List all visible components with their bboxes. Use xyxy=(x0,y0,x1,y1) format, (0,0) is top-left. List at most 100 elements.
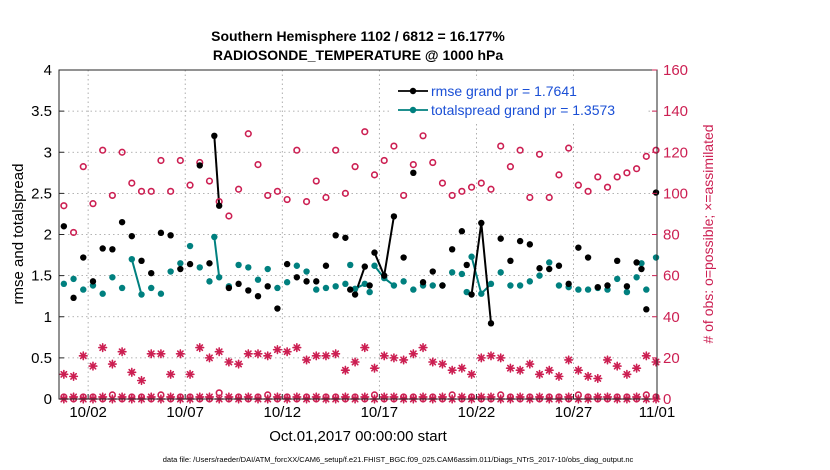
obs-assimilated-point xyxy=(282,347,292,357)
obs-assimilated-baseline-point xyxy=(224,392,234,402)
obs-assimilated-baseline-point xyxy=(166,392,176,402)
obs-assimilated-point xyxy=(602,355,613,365)
rmse-point xyxy=(264,283,271,290)
totalspread-point xyxy=(342,280,349,288)
star-stroke xyxy=(206,354,213,362)
y-tick-label-right: 140 xyxy=(663,103,688,120)
star-stroke xyxy=(293,344,301,352)
legend: rmse grand pr = 1.7641 totalspread grand… xyxy=(391,79,646,123)
obs-assimilated-point xyxy=(534,369,545,379)
obs-assimilated-point xyxy=(88,361,98,371)
rmse-point xyxy=(128,232,136,240)
obs-assimilated-point xyxy=(399,355,409,365)
obs-possible-point xyxy=(603,183,612,191)
obs-possible-point xyxy=(302,198,311,206)
y-tick-label-left: 0 xyxy=(44,391,52,408)
rmse-point xyxy=(254,292,262,300)
obs-possible-point xyxy=(157,156,165,165)
y-tick-label-right: 40 xyxy=(663,309,680,326)
obs-possible-point xyxy=(332,146,340,154)
rmse-point xyxy=(99,245,106,252)
totalspread-point xyxy=(643,286,650,293)
totalspread-point xyxy=(313,286,320,293)
obs-assimilated-point xyxy=(136,375,147,386)
totalspread-point xyxy=(70,275,77,283)
star-stroke xyxy=(303,356,311,364)
obs-assimilated-point xyxy=(573,365,583,375)
obs-assimilated-point xyxy=(272,345,283,355)
star-stroke xyxy=(623,370,631,378)
rmse-point xyxy=(497,235,504,242)
y-tick-label-right: 0 xyxy=(663,391,671,408)
totalspread-point xyxy=(536,272,543,279)
rmse-point xyxy=(643,306,650,313)
rmse-point xyxy=(487,320,495,327)
y-tick-label-left: 0.5 xyxy=(31,350,52,367)
star-stroke xyxy=(196,344,204,352)
rmse-point xyxy=(215,202,223,209)
obs-possible-point xyxy=(409,160,417,169)
obs-possible-point xyxy=(137,187,146,195)
totalspread-point xyxy=(293,262,301,269)
obs-assimilated-point xyxy=(389,353,399,363)
star-stroke xyxy=(652,358,660,366)
obs-assimilated-point xyxy=(263,351,273,361)
rmse-point xyxy=(342,234,349,241)
obs-assimilated-point xyxy=(554,371,564,381)
star-stroke xyxy=(633,364,641,372)
star-stroke xyxy=(584,372,592,380)
obs-assimilated-point xyxy=(166,369,176,379)
obs-assimilated-point xyxy=(195,342,205,353)
obs-assimilated-point xyxy=(583,371,593,381)
totalspread-point xyxy=(303,268,310,275)
rmse-point xyxy=(400,254,407,261)
legend-totalspread-marker xyxy=(409,106,417,114)
legend-rmse-marker xyxy=(409,87,417,95)
obs-assimilated-point xyxy=(651,357,661,367)
obs-assimilated-baseline-point xyxy=(486,392,496,402)
totalspread-point xyxy=(555,282,563,289)
y-axis-label-left: rmse and totalspread xyxy=(10,164,27,305)
x-tick-label: 10/17 xyxy=(361,404,399,421)
star-stroke xyxy=(536,370,543,378)
totalspread-point xyxy=(245,264,252,271)
star-stroke xyxy=(332,350,340,358)
axes: 00.511.522.533.5402040608010012014016010… xyxy=(31,62,688,421)
star-stroke xyxy=(108,360,116,368)
star-stroke xyxy=(254,350,262,358)
totalspread-point xyxy=(400,278,407,285)
obs-possible-point xyxy=(225,212,233,220)
totalspread-point xyxy=(507,282,514,289)
star-stroke xyxy=(235,360,243,368)
totalspread-point xyxy=(463,288,470,296)
totalspread-point xyxy=(118,284,126,292)
star-stroke xyxy=(604,356,611,364)
obs-possible-point xyxy=(79,163,87,171)
totalspread-point xyxy=(109,274,116,281)
y-tick-label-left: 3.5 xyxy=(31,103,52,120)
obs-possible-point xyxy=(380,156,388,165)
obs-possible-point xyxy=(205,177,214,185)
star-stroke xyxy=(322,352,330,360)
star-stroke xyxy=(79,352,87,360)
rmse-point xyxy=(347,286,354,293)
star-stroke xyxy=(138,377,145,384)
obs-possible-point xyxy=(273,187,282,195)
obs-assimilated-baseline-point xyxy=(195,392,205,402)
totalspread-point xyxy=(138,291,145,298)
totalspread-point xyxy=(575,286,582,293)
totalspread-point xyxy=(196,264,203,271)
obs-possible-point xyxy=(234,185,243,193)
totalspread-point xyxy=(177,260,184,267)
y-tick-label-left: 4 xyxy=(44,62,52,79)
obs-possible-point xyxy=(147,187,155,195)
rmse-point xyxy=(448,246,456,253)
totalspread-point xyxy=(390,282,398,289)
legend-totalspread-label: totalspread grand pr = 1.3573 xyxy=(431,102,615,118)
star-stroke xyxy=(487,352,495,360)
rmse-point xyxy=(565,280,572,288)
totalspread-point xyxy=(638,260,645,267)
star-stroke xyxy=(642,352,650,360)
y-tick-label-left: 1 xyxy=(44,309,52,326)
obs-possible-point xyxy=(438,179,447,187)
